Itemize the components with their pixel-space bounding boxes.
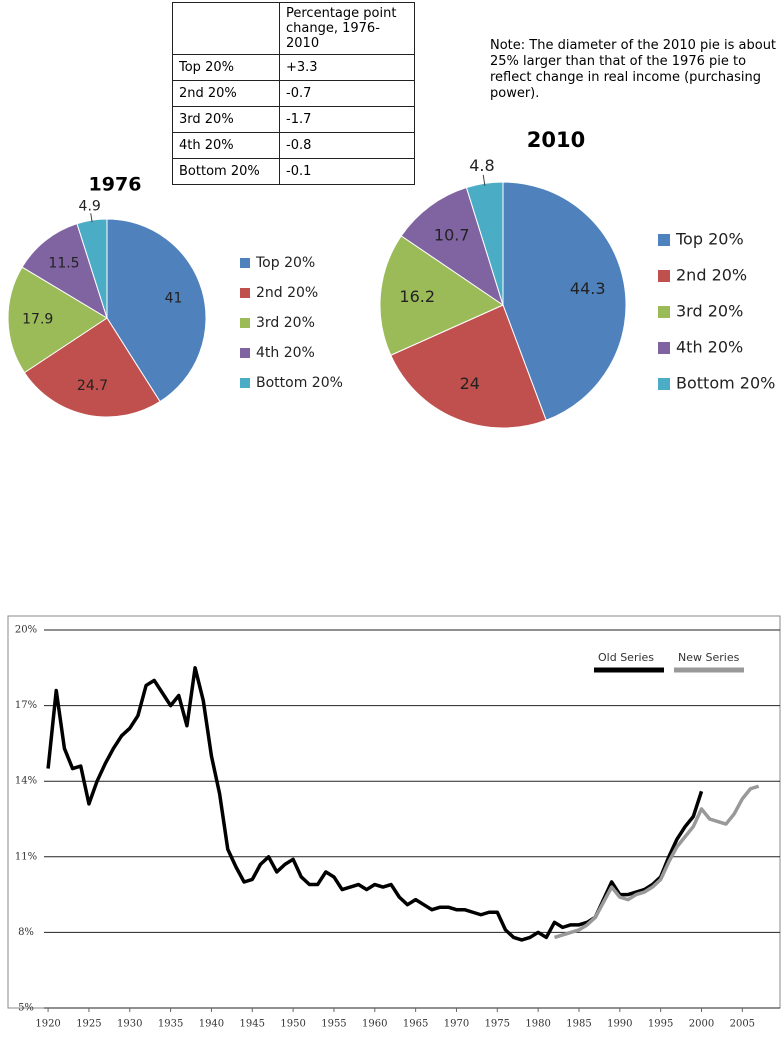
data-label: 11.5: [48, 256, 79, 272]
x-tick-label: 1995: [648, 1019, 673, 1030]
x-tick-label: 1980: [525, 1019, 550, 1030]
x-tick-label: 2000: [689, 1019, 714, 1030]
legend-swatch: [658, 234, 670, 246]
legend-label: 3rd 20%: [256, 315, 315, 331]
data-label: 24.7: [77, 378, 108, 394]
x-tick-label: 1975: [485, 1019, 510, 1030]
x-tick-label: 1930: [117, 1019, 142, 1030]
row-label: 3rd 20%: [172, 106, 280, 133]
x-tick-label: 1965: [403, 1019, 428, 1030]
table-row: Bottom 20% -0.1: [172, 158, 415, 185]
data-label: 24: [460, 374, 480, 393]
legend-label: 4th 20%: [256, 345, 315, 361]
legend-swatch: [240, 288, 250, 298]
pie-slice: [106, 218, 207, 403]
x-tick-label: 1920: [35, 1019, 60, 1030]
legend-swatch: [240, 348, 250, 358]
x-tick-label: 1955: [321, 1019, 346, 1030]
table-row: Top 20% +3.3: [172, 54, 415, 81]
y-tick-label: 5%: [18, 1003, 34, 1014]
pie-slice: [21, 223, 108, 320]
legend-swatch: [240, 378, 250, 388]
pie-slice: [400, 186, 504, 307]
data-label: 10.7: [434, 225, 470, 244]
data-label: 4.9: [79, 198, 101, 214]
x-tick-label: 1990: [607, 1019, 632, 1030]
table-row: 2nd 20% -0.7: [172, 80, 415, 107]
table-corner: [172, 2, 280, 55]
x-tick-label: 1925: [76, 1019, 101, 1030]
legend-label: New Series: [678, 651, 740, 664]
data-label: 41: [165, 291, 183, 307]
row-label: 2nd 20%: [172, 80, 280, 107]
row-label: Bottom 20%: [172, 158, 280, 185]
x-tick-label: 1950: [280, 1019, 305, 1030]
legend-label: Old Series: [598, 651, 654, 664]
pie-slice: [390, 304, 547, 429]
legend-label: Bottom 20%: [676, 374, 775, 393]
leader-line: [90, 213, 93, 223]
legend-swatch: [658, 378, 670, 390]
legend-swatch: [240, 318, 250, 328]
row-value: -1.7: [279, 106, 415, 133]
row-label: 4th 20%: [172, 132, 280, 159]
data-line: [553, 784, 760, 940]
chart-frame: [7, 615, 781, 1009]
pie-slice: [7, 266, 108, 374]
pie-slice: [502, 181, 627, 421]
x-tick-label: 1940: [199, 1019, 224, 1030]
row-value: +3.3: [279, 54, 415, 81]
y-tick-label: 20%: [15, 625, 37, 636]
x-tick-label: 1960: [362, 1019, 387, 1030]
pie-slice: [23, 317, 161, 418]
row-value: -0.8: [279, 132, 415, 159]
legend-label: 2nd 20%: [256, 285, 318, 301]
table-header: Percentage point change, 1976-2010: [279, 2, 415, 55]
data-label: 16.2: [399, 287, 435, 306]
x-tick-label: 1970: [444, 1019, 469, 1030]
pie-title: 2010: [527, 128, 585, 152]
legend-label: Top 20%: [255, 255, 315, 271]
x-tick-label: 1935: [158, 1019, 183, 1030]
y-tick-label: 8%: [18, 927, 34, 938]
y-tick-label: 17%: [15, 700, 37, 711]
legend-swatch: [658, 306, 670, 318]
data-label: 17.9: [22, 312, 53, 328]
legend-label: 3rd 20%: [676, 302, 743, 321]
legend-label: 2nd 20%: [676, 266, 747, 285]
table-row: 4th 20% -0.8: [172, 132, 415, 159]
row-value: -0.7: [279, 80, 415, 107]
x-tick-label: 2005: [730, 1019, 755, 1030]
legend-label: Top 20%: [675, 230, 744, 249]
x-tick-label: 1945: [240, 1019, 265, 1030]
data-label: 44.3: [570, 279, 606, 298]
x-tick-label: 1985: [566, 1019, 591, 1030]
change-table: Percentage point change, 1976-2010 Top 2…: [172, 2, 415, 185]
data-label: 4.8: [469, 156, 494, 175]
table-header-row: Percentage point change, 1976-2010: [172, 2, 415, 55]
y-tick-label: 14%: [15, 776, 37, 787]
legend-swatch: [240, 258, 250, 268]
legend-swatch: [658, 270, 670, 282]
legend-label: Bottom 20%: [256, 375, 343, 391]
row-value: -0.1: [279, 158, 415, 185]
row-label: Top 20%: [172, 54, 280, 81]
legend-swatch: [658, 342, 670, 354]
legend-label: 4th 20%: [676, 338, 743, 357]
note: Note: The diameter of the 2010 pie is ab…: [490, 38, 777, 101]
pie-title: 1976: [89, 174, 142, 196]
table-row: 3rd 20% -1.7: [172, 106, 415, 133]
pie-slice: [379, 235, 505, 356]
y-tick-label: 11%: [15, 851, 37, 862]
leader-line: [482, 174, 486, 186]
